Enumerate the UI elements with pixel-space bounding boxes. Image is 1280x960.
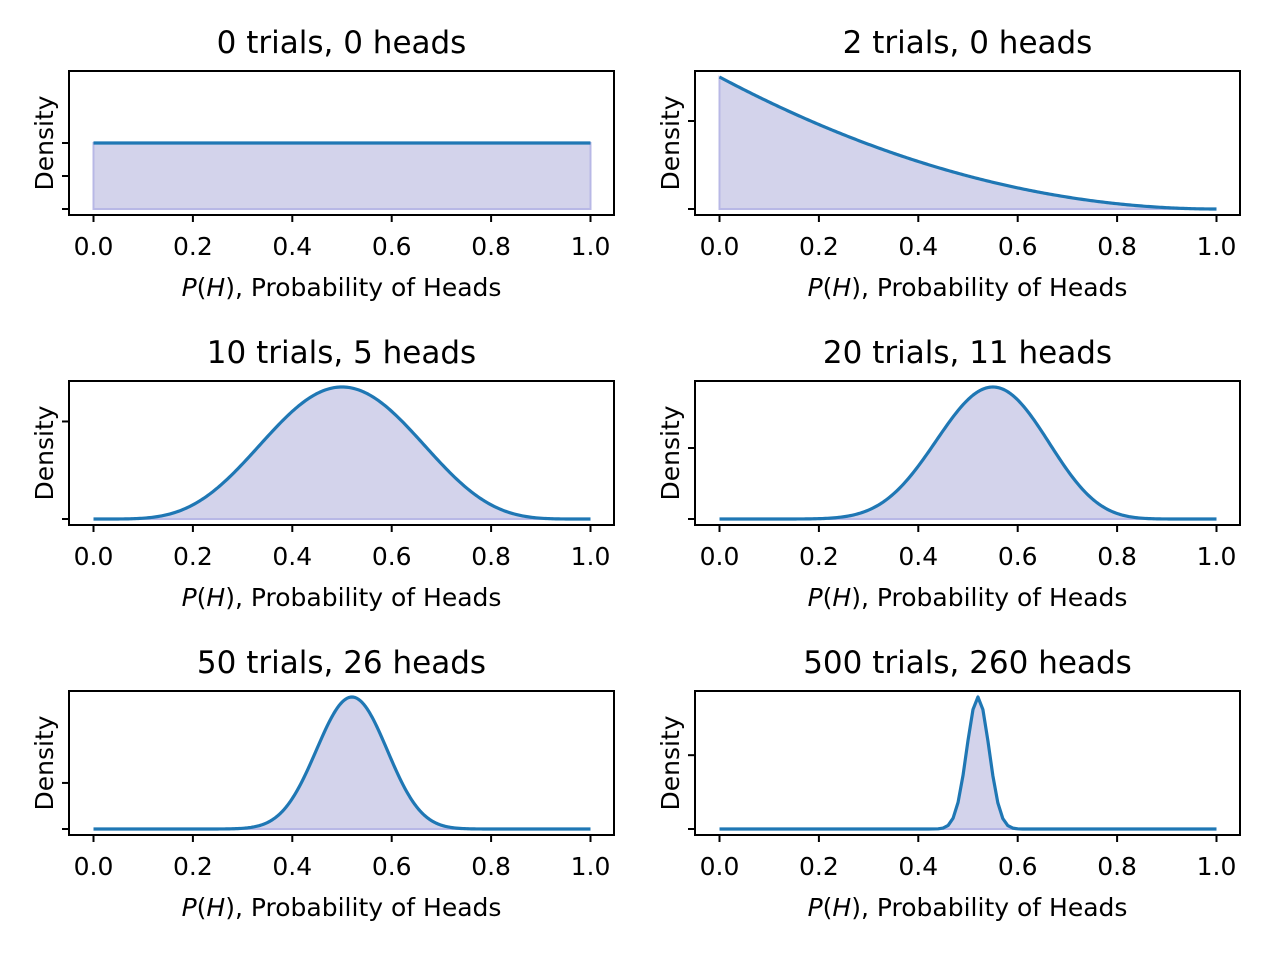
- x-tick-label: 1.0: [1197, 542, 1237, 571]
- x-tick-label: 0.6: [998, 852, 1038, 881]
- x-tick-label: 0.6: [998, 232, 1038, 261]
- x-tick-label: 0.0: [700, 232, 740, 261]
- x-axis-label: P(H), Probability of Heads: [182, 893, 502, 922]
- x-tick-label: 0.8: [1097, 232, 1137, 261]
- y-axis-label: Density: [30, 95, 59, 190]
- axes-frame: [694, 380, 1241, 526]
- x-tick-label: 1.0: [571, 542, 611, 571]
- x-tick-label: 1.0: [571, 232, 611, 261]
- x-tick-label: 0.0: [74, 542, 114, 571]
- density-line: [718, 75, 1217, 211]
- axes-frame: [694, 70, 1241, 216]
- y-axis-label: Density: [656, 715, 685, 810]
- chart-title: 10 trials, 5 heads: [207, 335, 476, 371]
- y-axis-label: Density: [30, 405, 59, 500]
- x-tick-label: 0.2: [799, 232, 839, 261]
- x-tick-label: 0.4: [272, 542, 312, 571]
- x-axis-label: P(H), Probability of Heads: [808, 273, 1128, 302]
- density-line: [719, 695, 1217, 831]
- x-axis-label: P(H), Probability of Heads: [182, 583, 502, 612]
- density-line: [93, 385, 591, 521]
- x-tick-label: 1.0: [1197, 852, 1237, 881]
- x-tick-label: 0.2: [173, 232, 213, 261]
- x-tick-label: 0.6: [998, 542, 1038, 571]
- x-axis-label: P(H), Probability of Heads: [808, 893, 1128, 922]
- x-axis-label: P(H), Probability of Heads: [808, 583, 1128, 612]
- y-axis-label: Density: [656, 405, 685, 500]
- chart-panel-1: 0.0 0.2 0.4 0.6 0.8 1.0 0 trials, 0 heads P(H),…: [30, 25, 615, 302]
- chart-title: 50 trials, 26 heads: [197, 645, 486, 681]
- x-tick-label: 0.6: [372, 852, 412, 881]
- chart-title: 0 trials, 0 heads: [217, 25, 467, 61]
- density-area: [718, 75, 1217, 210]
- x-tick-label: 0.4: [898, 232, 938, 261]
- density-area: [92, 142, 592, 210]
- x-tick-label: 0.0: [74, 852, 114, 881]
- density-area: [93, 695, 591, 830]
- density-area: [719, 385, 1217, 520]
- axes-frame: [68, 690, 615, 836]
- y-axis-label: Density: [30, 715, 59, 810]
- chart-title: 500 trials, 260 heads: [803, 645, 1132, 681]
- x-tick-label: 0.2: [173, 852, 213, 881]
- x-tick-label: 0.4: [898, 852, 938, 881]
- axes-frame: [694, 690, 1241, 836]
- x-tick-label: 0.6: [372, 542, 412, 571]
- x-tick-label: 0.4: [272, 232, 312, 261]
- density-area: [93, 385, 591, 520]
- x-tick-label: 0.4: [898, 542, 938, 571]
- chart-panel-5: 0.0 0.2 0.4 0.6 0.8 1.0 50 trials, 26 heads P(H…: [30, 645, 615, 922]
- x-tick-label: 0.0: [74, 232, 114, 261]
- y-axis-label: Density: [656, 95, 685, 190]
- x-tick-label: 0.8: [471, 232, 511, 261]
- x-tick-label: 0.2: [799, 852, 839, 881]
- x-tick-label: 0.8: [1097, 852, 1137, 881]
- x-tick-label: 0.2: [173, 542, 213, 571]
- chart-title: 20 trials, 11 heads: [823, 335, 1112, 371]
- axes-frame: [68, 380, 615, 526]
- x-tick-label: 1.0: [571, 852, 611, 881]
- x-tick-label: 0.4: [272, 852, 312, 881]
- chart-panel-2: 0.0 0.2 0.4 0.6 0.8 1.0 2 trials, 0 heads P(H),…: [656, 25, 1241, 302]
- chart-title: 2 trials, 0 heads: [843, 25, 1093, 61]
- chart-panel-3: 0.0 0.2 0.4 0.6 0.8 1.0 10 trials, 5 heads P(H)…: [30, 335, 615, 612]
- x-tick-label: 0.8: [1097, 542, 1137, 571]
- density-line: [719, 385, 1217, 521]
- x-tick-label: 0.8: [471, 852, 511, 881]
- x-tick-label: 1.0: [1197, 232, 1237, 261]
- chart-panel-6: 0.0 0.2 0.4 0.6 0.8 1.0 500 trials, 260 heads P…: [656, 645, 1241, 922]
- x-tick-label: 0.0: [700, 542, 740, 571]
- x-tick-label: 0.8: [471, 542, 511, 571]
- density-line: [93, 695, 591, 831]
- x-tick-label: 0.2: [799, 542, 839, 571]
- x-tick-label: 0.6: [372, 232, 412, 261]
- chart-panel-4: 0.0 0.2 0.4 0.6 0.8 1.0 20 trials, 11 heads P(H…: [656, 335, 1241, 612]
- x-axis-label: P(H), Probability of Heads: [182, 273, 502, 302]
- density-area: [719, 694, 1217, 830]
- x-tick-label: 0.0: [700, 852, 740, 881]
